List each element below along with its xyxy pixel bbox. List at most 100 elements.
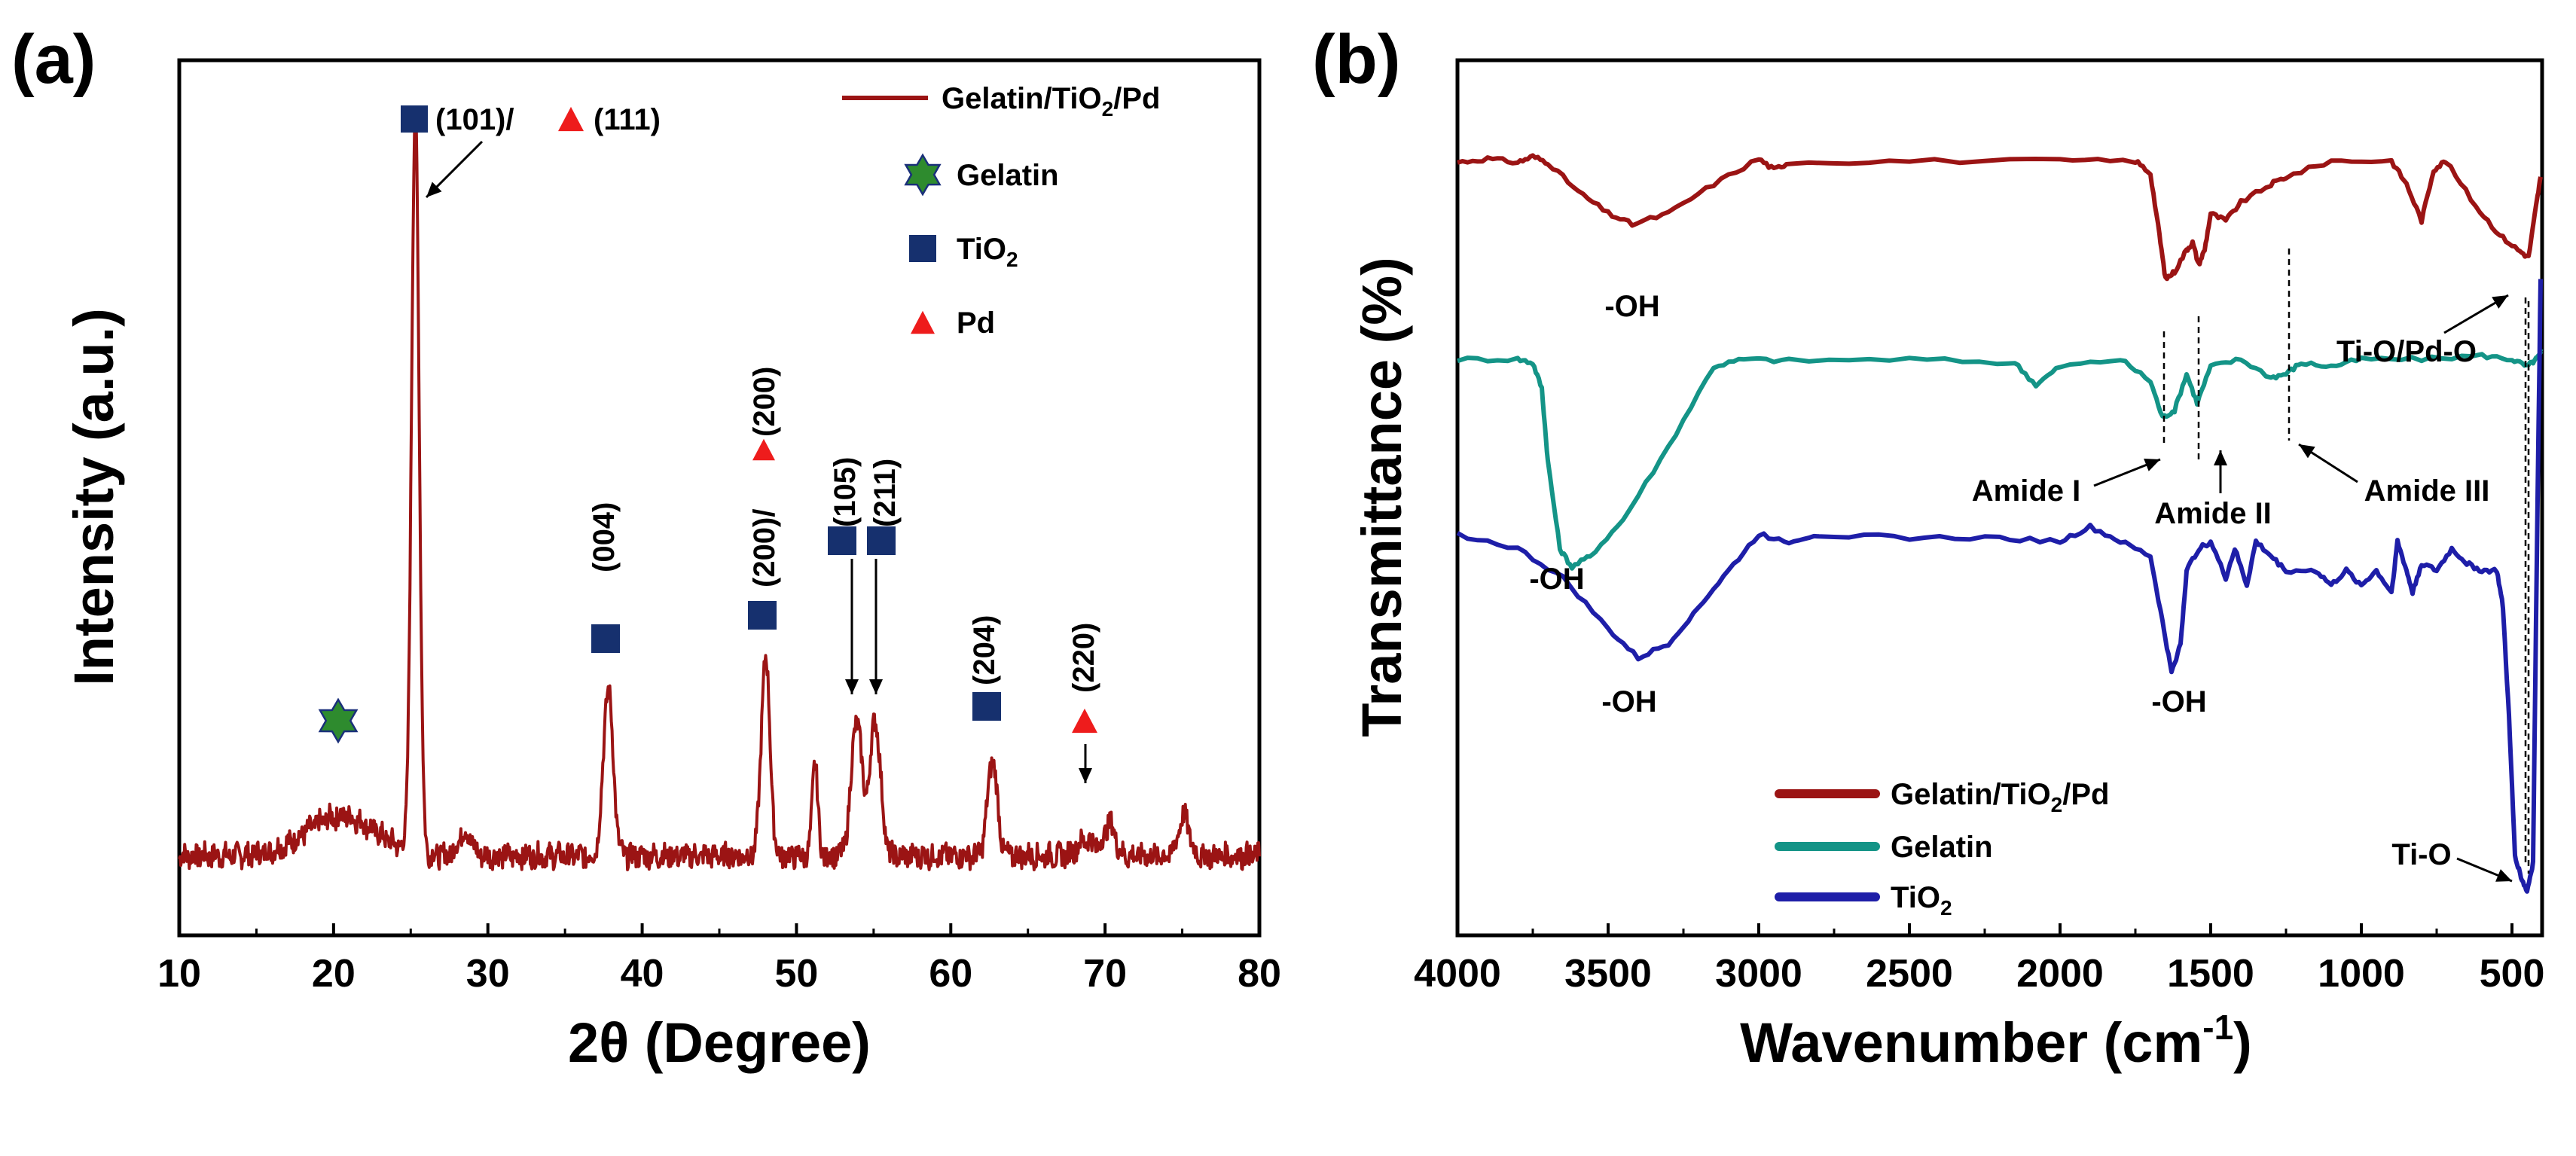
anno-arrow-amide-iii-head	[2299, 444, 2315, 459]
legend-label-gelatin-tio2-pd-sub: 2	[1102, 97, 1114, 120]
legend-label-1-main: Gelatin	[1891, 831, 1993, 864]
peak-arrow-220	[1079, 744, 1092, 783]
legend-label-gelatin-tio2-pd-main: Gelatin/TiO	[942, 82, 1102, 115]
peak-arrow-211-head	[869, 679, 883, 694]
tio2-square-marker	[591, 624, 620, 653]
panel-b-ftir: (b) 4000 3500 3000 2500 2000 1500 1000 500 -OH-…	[1312, 21, 2544, 1074]
panel-b-x-axis-title: Wavenumber (cm-1)	[1740, 1008, 2252, 1074]
legend-label-gelatin: Gelatin	[957, 159, 1059, 192]
legend-pd-triangle-icon	[911, 310, 935, 334]
panel-b-series-gelatin-tio2-pd	[1457, 153, 2543, 282]
peak-arrow-101	[425, 140, 484, 199]
peak-arrow-105-head	[845, 679, 859, 694]
peak-label-111: (111)	[594, 103, 661, 136]
panel-a-x-tick-label: 50	[775, 952, 819, 996]
legend-label-2: TiO2	[1891, 881, 1952, 920]
panel-a-label: (a)	[11, 21, 96, 98]
panel-b-series-gelatin	[1457, 349, 2544, 571]
panel-b-plot-frame	[1455, 58, 2544, 938]
gelatin-star-marker	[318, 697, 359, 744]
anno-arrow-amide-ii	[2214, 450, 2227, 493]
legend-label-tio2-sub: 2	[1006, 248, 1018, 271]
panel-a-x-tick-label: 30	[466, 952, 510, 996]
tio2-square-marker	[867, 526, 896, 555]
tio2-square-marker	[401, 105, 428, 133]
peak-label-220: (220)	[1067, 623, 1100, 693]
anno-arrow-amide-ii-head	[2214, 450, 2227, 465]
legend-tio2-square-icon	[909, 235, 936, 262]
pd-triangle-marker	[558, 106, 584, 132]
tio2-square-marker	[828, 526, 856, 555]
panel-b-label: (b)	[1312, 21, 1400, 98]
legend-label-gelatin-main: Gelatin	[957, 159, 1059, 192]
panel-a-series	[178, 112, 1261, 871]
anno-arrow-amide-iii	[2298, 443, 2358, 483]
panel-a-x-axis-title: 2θ (Degree)	[568, 1011, 871, 1074]
legend-label-pd: Pd	[957, 307, 995, 340]
panel-b-x-tick-label: 3000	[1715, 952, 1802, 996]
legend-label-1: Gelatin	[1891, 831, 1993, 864]
legend-label-0-tail: /Pd	[2062, 778, 2109, 811]
peak-arrow-101-head	[426, 181, 442, 197]
legend-label-tio2: TiO2	[957, 233, 1018, 271]
anno-amide-i: Amide I	[1972, 474, 2080, 508]
legend-label-pd-main: Pd	[957, 307, 995, 340]
legend-label-2-sub: 2	[1940, 896, 1952, 920]
peak-label-200-200: (200)/	[748, 509, 781, 588]
panel-a-x-tick-label: 40	[621, 952, 664, 996]
legend-label-gelatin-tio2-pd-tail: /Pd	[1113, 82, 1160, 115]
anno-ti-o: Ti-O	[2391, 838, 2451, 871]
anno-oh-tio2: -OH	[1601, 685, 1656, 718]
legend-gelatin-star-icon	[904, 153, 942, 197]
panel-a-plot-frame	[177, 58, 1262, 938]
legend-label-0: Gelatin/TiO2/Pd	[1891, 778, 2109, 816]
peak-label-200-pd: (200)	[748, 367, 781, 437]
panel-b-y-axis-title: Transmittance (%)	[1351, 257, 1413, 737]
legend-label-0-sub: 2	[2051, 793, 2063, 816]
panel-a-series-gelatin-tio2-pd	[178, 112, 1261, 871]
panel-a-x-tick-label: 80	[1238, 952, 1281, 996]
legend-label-0-main: Gelatin/TiO	[1891, 778, 2051, 811]
panel-b-series-tio2	[1456, 279, 2543, 894]
panel-a-xrd: (a) 10 20 30 40 50 60 70 80 (101)/ (111) (004) (20…	[11, 21, 1281, 1074]
peak-arrow-105	[845, 559, 859, 694]
panel-b-x-tick-label: 1500	[2167, 952, 2254, 996]
legend-label-gelatin-tio2-pd: Gelatin/TiO2/Pd	[942, 82, 1160, 120]
panel-b-x-tick-label: 1000	[2318, 952, 2405, 996]
panel-b-x-tick-label: 2500	[1866, 952, 1953, 996]
anno-arrow-amide-i	[2093, 458, 2161, 487]
panel-b-x-ticks: 4000 3500 3000 2500 2000 1500 1000 500	[1414, 923, 2544, 996]
anno-oh-gelatin: -OH	[1529, 563, 1584, 596]
anno-amide-iii: Amide III	[2364, 474, 2490, 508]
tio2-square-marker	[748, 601, 777, 630]
pd-triangle-marker	[1072, 708, 1097, 734]
panel-b-x-tick-label: 4000	[1414, 952, 1501, 996]
panel-a-x-tick-label: 60	[929, 952, 972, 996]
peak-label-004: (004)	[588, 502, 621, 572]
peak-label-211: (211)	[868, 459, 902, 527]
panel-a-x-ticks: 10 20 30 40 50 60 70 80	[157, 923, 1281, 996]
pd-triangle-marker	[752, 438, 775, 461]
anno-arrow-ti-o-pd-o	[2443, 294, 2509, 334]
panel-a-x-tick-label: 20	[312, 952, 356, 996]
legend-label-tio2-main: TiO	[957, 233, 1006, 266]
anno-oh-tio2-1630: -OH	[2151, 685, 2206, 718]
anno-arrow-ti-o	[2456, 857, 2513, 883]
legend-label-2-main: TiO	[1891, 881, 1940, 914]
anno-arrow-amide-i-head	[2144, 459, 2160, 471]
panel-a-x-tick-label: 70	[1083, 952, 1127, 996]
panel-b-x-tick-label: 2000	[2016, 952, 2104, 996]
anno-ti-o-pd-o: Ti-O/Pd-O	[2336, 335, 2477, 368]
panel-b-x-tick-label: 3500	[1564, 952, 1652, 996]
tio2-square-marker	[972, 692, 1001, 721]
peak-arrow-211	[869, 559, 883, 694]
anno-oh-gelatin-tio2-pd: -OH	[1604, 290, 1659, 323]
anno-arrow-ti-o-pd-o-head	[2492, 295, 2508, 309]
panel-a-peak-labels: (101)/ (111) (004) (200)/ (200) (105) (211) (20…	[318, 103, 1100, 783]
anno-amide-ii: Amide II	[2154, 497, 2272, 530]
peak-label-101-111: (101)/	[435, 103, 514, 136]
panel-a-y-axis-title: Intensity (a.u.)	[63, 308, 125, 686]
